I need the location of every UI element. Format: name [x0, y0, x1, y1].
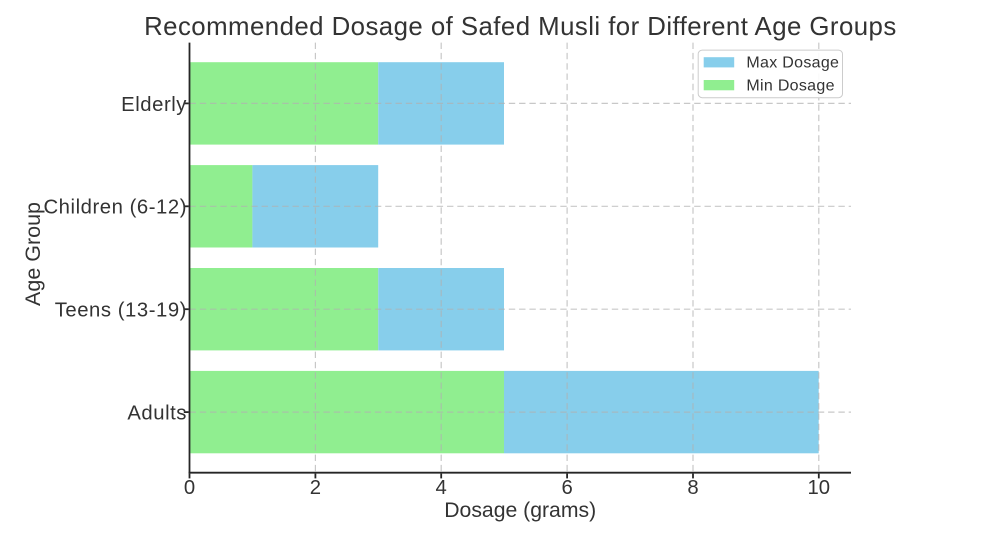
svg-text:Min Dosage: Min Dosage [746, 77, 834, 94]
svg-text:Max Dosage: Max Dosage [746, 54, 839, 71]
svg-text:Adults: Adults [127, 402, 187, 424]
svg-text:8: 8 [687, 477, 698, 499]
svg-text:6: 6 [561, 477, 572, 499]
svg-text:Teens (13-19): Teens (13-19) [55, 300, 187, 322]
svg-text:Children (6-12): Children (6-12) [43, 197, 187, 219]
svg-text:2: 2 [310, 477, 321, 499]
svg-text:Dosage (grams): Dosage (grams) [444, 499, 596, 522]
svg-text:Age Group: Age Group [21, 202, 45, 306]
svg-text:4: 4 [436, 477, 447, 499]
svg-text:Recommended Dosage of Safed Mu: Recommended Dosage of Safed Musli for Di… [144, 13, 897, 41]
svg-text:Elderly: Elderly [121, 94, 187, 116]
svg-text:10: 10 [808, 477, 831, 499]
svg-text:0: 0 [184, 477, 195, 499]
